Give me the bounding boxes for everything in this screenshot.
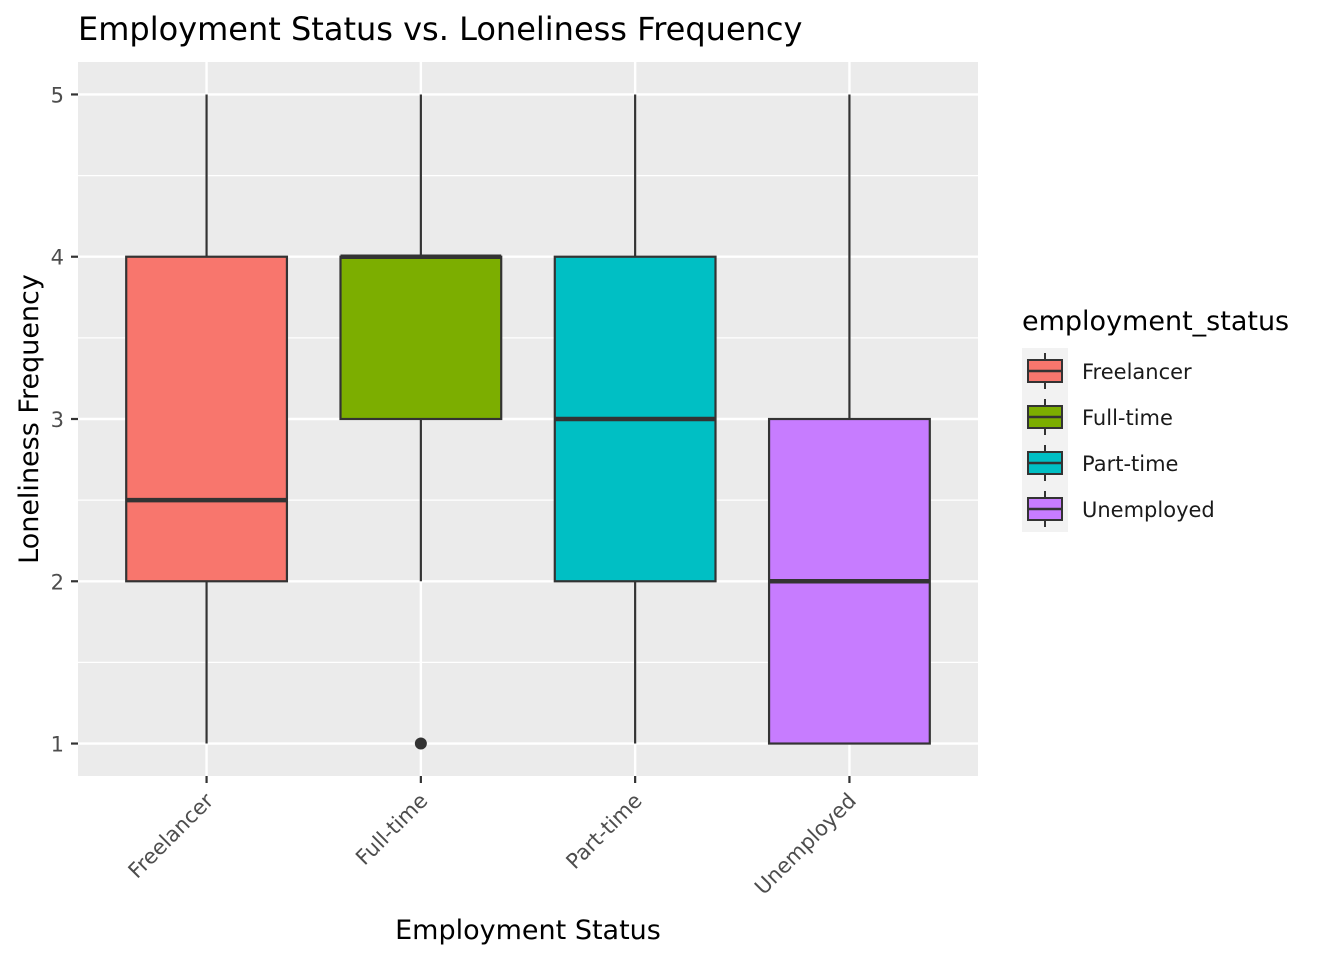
y-axis-title: Loneliness Frequency [14, 274, 45, 564]
legend-item-full-time: Full-time [1027, 399, 1173, 435]
box-unemployed [767, 94, 931, 745]
box-full-time [339, 94, 503, 750]
boxes [125, 94, 931, 750]
chart-title: Employment Status vs. Loneliness Frequen… [78, 10, 802, 48]
legend-title: employment_status [1022, 306, 1289, 337]
x-tick-label: Part-time [561, 789, 646, 874]
box-body [339, 255, 503, 421]
x-axis-title: Employment Status [395, 915, 661, 946]
y-tick-label: 1 [51, 733, 64, 757]
legend-label: Freelancer [1082, 360, 1192, 384]
box-body [125, 255, 289, 583]
legend-item-freelancer: Freelancer [1027, 353, 1192, 389]
outlier-point [414, 737, 427, 750]
box-part-time [553, 94, 717, 744]
y-tick-label: 4 [51, 246, 64, 270]
y-tick-label: 2 [51, 570, 64, 594]
legend-label: Full-time [1082, 406, 1173, 430]
x-tick-label: Freelancer [124, 788, 219, 883]
legend-item-unemployed: Unemployed [1027, 491, 1215, 527]
legend-item-part-time: Part-time [1027, 445, 1178, 481]
y-tick-label: 3 [51, 408, 64, 432]
legend-label: Unemployed [1082, 498, 1215, 522]
x-tick-label: Unemployed [750, 789, 861, 900]
y-tick-label: 5 [51, 83, 64, 107]
legend-label: Part-time [1082, 452, 1178, 476]
x-axis: Freelancer Full-time Part-time Unemployed [124, 776, 861, 899]
legend: employment_status Freelancer Full-time Par… [1022, 306, 1289, 532]
box-freelancer [125, 94, 289, 744]
y-axis: 1 2 3 4 5 [51, 83, 78, 757]
x-tick-label: Full-time [351, 789, 432, 870]
